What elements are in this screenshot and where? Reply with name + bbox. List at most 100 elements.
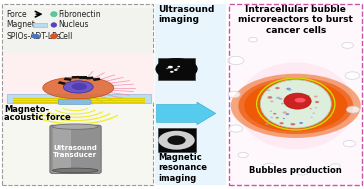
Circle shape	[300, 107, 302, 108]
Circle shape	[174, 69, 178, 71]
Circle shape	[228, 91, 240, 98]
Circle shape	[283, 118, 285, 119]
Circle shape	[292, 102, 296, 105]
Circle shape	[310, 117, 313, 118]
Circle shape	[177, 66, 180, 67]
Circle shape	[315, 27, 326, 33]
Ellipse shape	[72, 83, 87, 90]
Circle shape	[315, 101, 319, 103]
Bar	[86, 77, 94, 80]
Bar	[158, 128, 196, 152]
Circle shape	[267, 90, 270, 91]
Text: Magnetic
resonance
imaging: Magnetic resonance imaging	[158, 153, 207, 183]
Circle shape	[306, 95, 310, 97]
Circle shape	[282, 111, 287, 114]
Text: acoustic force: acoustic force	[4, 113, 71, 122]
Circle shape	[290, 123, 295, 125]
Ellipse shape	[295, 98, 306, 102]
Circle shape	[167, 136, 186, 145]
Circle shape	[170, 71, 174, 73]
Circle shape	[299, 122, 303, 124]
Circle shape	[281, 103, 284, 104]
Circle shape	[229, 125, 243, 132]
FancyBboxPatch shape	[58, 99, 91, 105]
Circle shape	[166, 68, 169, 69]
Ellipse shape	[43, 77, 114, 99]
Circle shape	[296, 169, 308, 175]
Bar	[7, 94, 151, 103]
Circle shape	[158, 131, 195, 150]
Circle shape	[276, 117, 279, 119]
Ellipse shape	[50, 34, 58, 39]
Circle shape	[315, 107, 317, 108]
Text: Fibronectin: Fibronectin	[58, 10, 101, 19]
Circle shape	[345, 72, 360, 79]
Bar	[155, 4, 226, 185]
Circle shape	[249, 37, 257, 42]
Text: Ultrasound
imaging: Ultrasound imaging	[158, 5, 215, 24]
Circle shape	[228, 56, 244, 65]
Ellipse shape	[238, 77, 353, 134]
Circle shape	[155, 58, 198, 80]
Circle shape	[270, 117, 273, 118]
Bar	[92, 77, 101, 81]
Circle shape	[176, 68, 179, 69]
Circle shape	[265, 123, 269, 125]
Circle shape	[279, 98, 283, 100]
Circle shape	[280, 122, 284, 124]
Text: Cell: Cell	[58, 32, 72, 41]
Bar	[158, 58, 195, 80]
Circle shape	[267, 120, 269, 121]
Text: Force: Force	[7, 10, 27, 19]
Circle shape	[270, 101, 274, 102]
Circle shape	[276, 97, 280, 99]
FancyBboxPatch shape	[53, 126, 71, 173]
Text: SPIOs-ADT-LPs: SPIOs-ADT-LPs	[7, 32, 61, 41]
Ellipse shape	[284, 93, 311, 109]
Ellipse shape	[63, 81, 93, 93]
Circle shape	[288, 89, 292, 91]
Circle shape	[285, 113, 289, 115]
Circle shape	[276, 28, 285, 33]
Ellipse shape	[53, 124, 98, 129]
Bar	[2, 4, 153, 185]
Ellipse shape	[238, 62, 354, 149]
FancyBboxPatch shape	[50, 125, 101, 174]
Circle shape	[312, 113, 315, 114]
Bar	[33, 23, 47, 27]
Text: Ultrasound
Transducer: Ultrasound Transducer	[53, 145, 98, 158]
Ellipse shape	[51, 12, 57, 17]
Ellipse shape	[53, 168, 98, 173]
Bar	[79, 76, 87, 79]
Circle shape	[314, 95, 318, 98]
Text: Magnet: Magnet	[7, 20, 35, 29]
Circle shape	[343, 140, 356, 147]
Circle shape	[286, 88, 290, 90]
Ellipse shape	[244, 80, 347, 131]
Text: Nucleus: Nucleus	[58, 20, 89, 29]
Bar	[58, 81, 66, 85]
Bar	[72, 76, 79, 79]
Circle shape	[270, 111, 272, 112]
Text: Intracellular bubble
microreactors to burst
cancer cells: Intracellular bubble microreactors to bu…	[238, 5, 353, 35]
Circle shape	[168, 66, 173, 68]
Ellipse shape	[260, 80, 331, 128]
Bar	[4, 53, 154, 102]
Circle shape	[309, 108, 312, 109]
Circle shape	[268, 96, 272, 99]
Ellipse shape	[51, 23, 57, 27]
Circle shape	[263, 163, 276, 170]
Circle shape	[330, 164, 340, 169]
Bar	[229, 4, 362, 185]
Circle shape	[32, 34, 40, 38]
Bar	[3, 8, 152, 53]
Text: Magneto-: Magneto-	[4, 105, 50, 114]
Text: Bubbles production: Bubbles production	[249, 166, 342, 175]
Circle shape	[273, 113, 276, 115]
FancyArrow shape	[157, 102, 216, 125]
Ellipse shape	[231, 74, 361, 138]
Bar	[64, 77, 72, 81]
Circle shape	[347, 106, 360, 113]
Circle shape	[238, 152, 248, 158]
Circle shape	[275, 87, 280, 89]
